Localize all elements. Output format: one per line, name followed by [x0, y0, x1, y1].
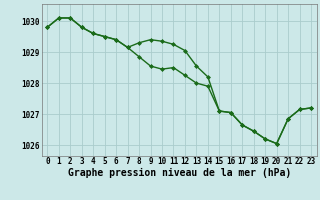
X-axis label: Graphe pression niveau de la mer (hPa): Graphe pression niveau de la mer (hPa) — [68, 168, 291, 178]
